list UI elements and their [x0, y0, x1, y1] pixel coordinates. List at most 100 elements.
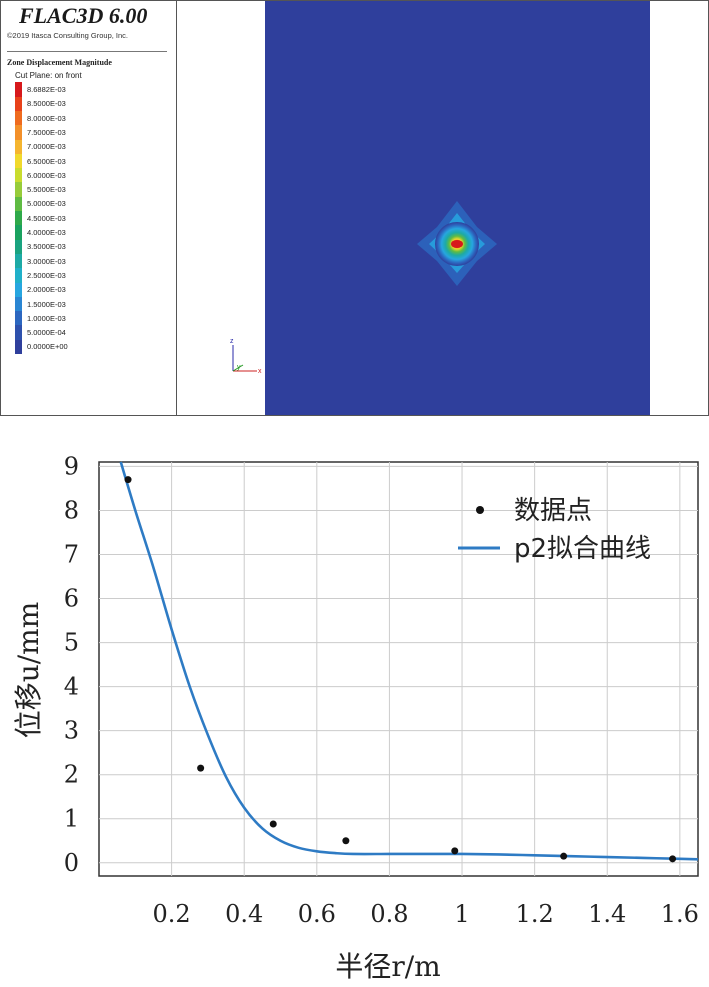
legend-color-swatch [15, 225, 22, 240]
grid [99, 462, 698, 876]
legend-color-swatch [15, 239, 22, 254]
legend-value-label: 8.6882E-03 [27, 85, 66, 94]
axis-x-label: x [258, 368, 262, 375]
legend-point-label: 数据点 [514, 496, 592, 526]
legend-point-marker [476, 506, 484, 514]
legend-entry: 5.5000E-03 [15, 182, 66, 197]
axis-z-label: z [230, 338, 234, 345]
x-tick-label: 1 [454, 900, 469, 928]
legend-entry: 5.0000E-04 [15, 325, 66, 340]
legend-value-label: 7.0000E-03 [27, 142, 66, 152]
data-point [560, 852, 568, 860]
data-points-layer [124, 476, 677, 863]
legend-entry: 3.0000E-03 [15, 253, 66, 269]
x-tick-labels: 0.2 0.4 0.6 0.8 1 1.2 1.4 1.6 [153, 900, 699, 928]
legend-color-swatch [15, 325, 22, 340]
y-tick-label: 0 [64, 849, 79, 877]
y-tick-label: 9 [64, 452, 79, 480]
legend-divider [7, 51, 167, 52]
x-tick-label: 0.6 [298, 900, 336, 928]
legend-color-swatch [15, 268, 22, 283]
legend-entry: 7.0000E-03 [15, 139, 66, 154]
y-tick-label: 4 [64, 673, 79, 701]
legend-value-label: 6.0000E-03 [27, 170, 66, 180]
contour-label: Zone Displacement Magnitude [7, 58, 112, 67]
legend-color-swatch [15, 296, 22, 312]
y-tick-label: 7 [64, 540, 79, 568]
legend-color-swatch [15, 139, 22, 154]
legend-color-swatch [15, 282, 22, 297]
data-point [197, 764, 205, 772]
legend-value-label: 6.5000E-03 [27, 156, 66, 166]
legend-entry: 1.5000E-03 [15, 296, 66, 312]
legend-value-label: 5.0000E-03 [27, 199, 66, 209]
legend-color-swatch [15, 153, 22, 169]
legend-color-swatch [15, 253, 22, 269]
x-tick-label: 0.4 [225, 900, 263, 928]
contour-center [451, 240, 463, 248]
y-tick-label: 2 [64, 761, 79, 789]
data-point [669, 855, 677, 863]
x-tick-label: 0.8 [370, 900, 408, 928]
y-tick-labels: 0 1 2 3 4 5 6 7 8 9 [64, 452, 79, 876]
x-axis-title: 半径r/m [335, 950, 440, 983]
y-tick-label: 5 [64, 629, 79, 657]
x-tick-label: 1.4 [588, 900, 626, 928]
legend-color-swatch [15, 110, 22, 126]
y-axis-title: 位移u/mm [12, 602, 45, 739]
legend-line-label: p2拟合曲线 [514, 534, 651, 564]
legend-value-label: 7.5000E-03 [27, 127, 66, 137]
flac3d-panel: FLAC3D 6.00 ©2019 Itasca Consulting Grou… [0, 0, 709, 416]
legend-value-label: 2.0000E-03 [27, 285, 66, 295]
legend-color-swatch [15, 125, 22, 140]
legend-color-swatch [15, 168, 22, 183]
legend-entry: 0.0000E+00 [15, 339, 68, 355]
flac3d-title: FLAC3D 6.00 [19, 3, 148, 28]
y-tick-label: 8 [64, 496, 79, 524]
legend-entry: 2.0000E-03 [15, 282, 66, 297]
legend-entry: 8.0000E-03 [15, 110, 66, 126]
legend-color-swatch [15, 82, 22, 97]
legend-entry: 8.6882E-03 [15, 82, 66, 97]
legend-entry: 8.5000E-03 [15, 96, 66, 111]
y-tick-label: 1 [64, 805, 79, 833]
data-point [342, 837, 350, 845]
contour-legend-panel: FLAC3D 6.00 ©2019 Itasca Consulting Grou… [1, 1, 177, 415]
legend-color-swatch [15, 182, 22, 197]
legend-entry: 4.5000E-03 [15, 211, 66, 226]
legend-entry: 7.5000E-03 [15, 125, 66, 140]
legend-color-swatch [15, 339, 22, 355]
axis-triad: z y x [230, 338, 262, 375]
legend-value-label: 8.0000E-03 [27, 113, 66, 123]
axis-y-label: y [237, 364, 241, 371]
fit-curve-layer [119, 461, 699, 861]
legend-value-label: 1.5000E-03 [27, 299, 66, 309]
legend-color-swatch [15, 96, 22, 111]
legend-entry: 5.0000E-03 [15, 196, 66, 212]
data-point [451, 847, 459, 855]
legend-value-label: 4.5000E-03 [27, 213, 66, 223]
legend-color-swatch [15, 196, 22, 212]
legend-entry: 3.5000E-03 [15, 239, 66, 254]
legend-value-label: 5.5000E-03 [27, 185, 66, 195]
plot-frame [98, 461, 699, 877]
displacement-contour [417, 201, 497, 286]
y-tick-label: 6 [64, 585, 79, 613]
chart-legend: 数据点 p2拟合曲线 [458, 496, 651, 564]
fit-curve [119, 461, 699, 861]
legend-value-label: 0.0000E+00 [27, 342, 68, 352]
displacement-chart: 0.2 0.4 0.6 0.8 1 1.2 1.4 1.6 0 1 2 3 4 5 6 7 8 9 数据点 p2… [12, 452, 699, 983]
x-tick-label: 0.2 [153, 900, 191, 928]
legend-entry: 6.5000E-03 [15, 153, 66, 169]
legend-value-label: 4.0000E-03 [27, 228, 66, 237]
legend-entry: 4.0000E-03 [15, 225, 66, 240]
x-tick-label: 1.2 [516, 900, 554, 928]
data-point [269, 820, 277, 828]
data-point [124, 476, 132, 484]
legend-value-label: 5.0000E-04 [27, 328, 66, 338]
legend-value-label: 3.5000E-03 [27, 242, 66, 252]
legend-value-label: 3.0000E-03 [27, 256, 66, 266]
legend-value-label: 1.0000E-03 [27, 313, 66, 323]
x-tick-label: 1.6 [661, 900, 699, 928]
copyright-text: ©2019 Itasca Consulting Group, Inc. [7, 31, 129, 40]
